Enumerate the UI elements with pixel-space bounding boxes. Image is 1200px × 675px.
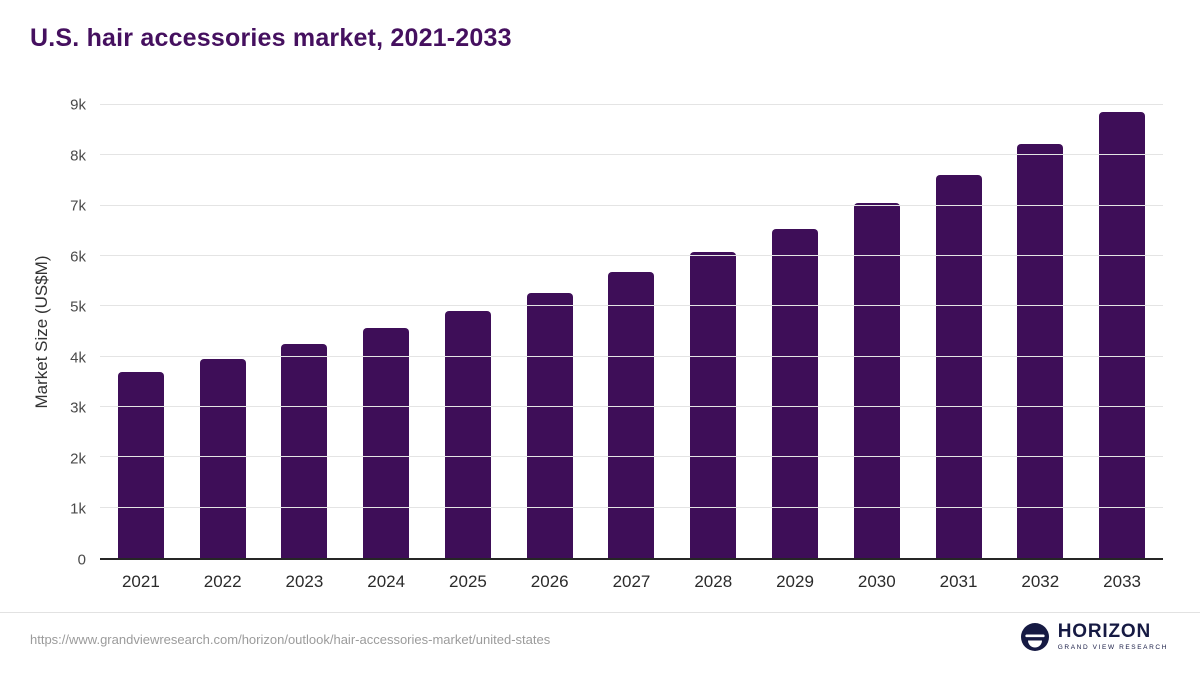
gridline xyxy=(100,355,1163,357)
gridline xyxy=(100,456,1163,458)
y-tick-label: 2k xyxy=(70,450,86,468)
x-tick-label: 2022 xyxy=(203,572,242,591)
x-tick-label: 2032 xyxy=(1021,572,1060,591)
y-axis-tick-labels: 0 1k 2k 3k 4k 5k 6k 7k 8k 9k xyxy=(0,97,92,569)
bar-slot xyxy=(345,105,427,558)
bar-2033 xyxy=(1099,111,1146,558)
horizon-logo-text: HORIZON GRAND VIEW RESEARCH xyxy=(1058,622,1168,651)
x-tick-label: 2030 xyxy=(857,572,896,591)
y-tick-label: 7k xyxy=(70,197,86,215)
bar-2032 xyxy=(1017,143,1064,558)
bar-slot xyxy=(264,105,346,558)
chart-title: U.S. hair accessories market, 2021-2033 xyxy=(30,24,512,52)
bar-2028 xyxy=(690,251,737,558)
bar-slot xyxy=(672,105,754,558)
gridline xyxy=(100,104,1163,105)
gridline xyxy=(100,204,1163,206)
bar-2030 xyxy=(853,202,900,558)
x-tick-label: 2021 xyxy=(121,572,160,591)
bar-2029 xyxy=(772,228,818,558)
horizon-logo-subtitle: GRAND VIEW RESEARCH xyxy=(1057,644,1168,651)
x-axis-tick-labels: 2021 2022 2023 2024 2025 2026 2027 2028 2029 2030… xyxy=(100,572,1163,592)
bar-2023 xyxy=(281,344,328,558)
bar-slot xyxy=(1081,105,1163,558)
gridline xyxy=(100,154,1163,156)
gridline xyxy=(100,255,1163,257)
bar-2027 xyxy=(608,271,655,558)
bar-slot xyxy=(591,105,673,558)
horizon-logo-title: HORIZON xyxy=(1057,621,1151,642)
x-tick-label: 2024 xyxy=(367,572,406,591)
x-tick-label: 2027 xyxy=(612,572,651,591)
y-tick-label: 6k xyxy=(70,248,86,266)
y-tick-label: 4k xyxy=(70,349,86,367)
plot-area xyxy=(100,104,1163,560)
bar-slot xyxy=(100,105,182,558)
bar-slot xyxy=(427,105,509,558)
x-tick-label: 2025 xyxy=(449,572,487,591)
bar-2031 xyxy=(935,174,982,558)
x-tick-label: 2023 xyxy=(285,572,324,591)
y-tick-label: 9k xyxy=(70,96,86,114)
bar-slot xyxy=(509,105,591,558)
horizon-logo-icon xyxy=(1020,622,1049,651)
bar-2025 xyxy=(444,311,491,558)
bar-slot xyxy=(836,105,918,558)
x-tick-label: 2026 xyxy=(530,572,569,591)
bar-slot xyxy=(918,105,1000,558)
bar-2022 xyxy=(199,359,246,558)
y-tick-label: 0 xyxy=(77,551,86,569)
gridline xyxy=(100,305,1163,307)
y-tick-label: 1k xyxy=(70,500,86,518)
footer-divider xyxy=(0,612,1200,613)
y-tick-label: 3k xyxy=(70,399,86,417)
horizon-logo: HORIZON GRAND VIEW RESEARCH xyxy=(1020,622,1168,651)
bar-slot xyxy=(999,105,1081,558)
x-tick-label: 2028 xyxy=(694,572,733,591)
bar-slot xyxy=(182,105,264,558)
bar-2021 xyxy=(117,371,164,558)
x-tick-label: 2029 xyxy=(776,572,814,591)
bar-2026 xyxy=(526,292,573,558)
bar-series xyxy=(100,105,1163,558)
y-tick-label: 5k xyxy=(70,298,86,316)
bar-slot xyxy=(754,105,836,558)
bar-2024 xyxy=(363,328,410,558)
y-tick-label: 8k xyxy=(70,147,86,165)
x-tick-label: 2031 xyxy=(939,572,978,591)
gridline xyxy=(100,506,1163,508)
source-url: https://www.grandviewresearch.com/horizo… xyxy=(30,632,551,647)
gridline xyxy=(100,406,1163,408)
x-tick-label: 2033 xyxy=(1103,572,1141,591)
